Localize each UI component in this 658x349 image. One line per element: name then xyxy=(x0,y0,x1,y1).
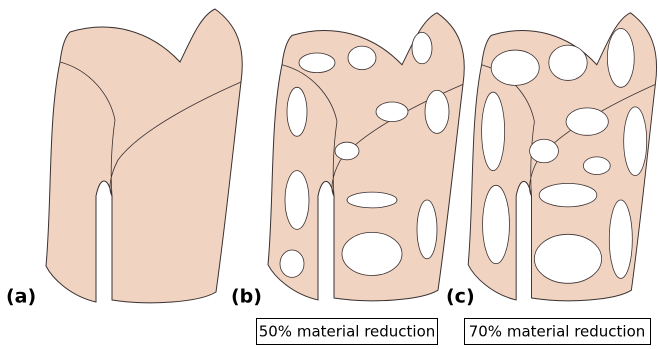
panel-label: (a) xyxy=(6,286,36,308)
caption: 70% material reduction xyxy=(469,323,646,341)
brace xyxy=(46,9,242,303)
panel-label: (b) xyxy=(231,286,262,308)
panel-b xyxy=(268,13,464,301)
panel-label: (c) xyxy=(446,286,475,308)
panel-a xyxy=(46,9,242,303)
panel-c xyxy=(468,13,656,301)
caption: 50% material reduction xyxy=(259,323,436,341)
figure: (a) (b) (c) 50% material reduction 70% m… xyxy=(0,0,658,349)
